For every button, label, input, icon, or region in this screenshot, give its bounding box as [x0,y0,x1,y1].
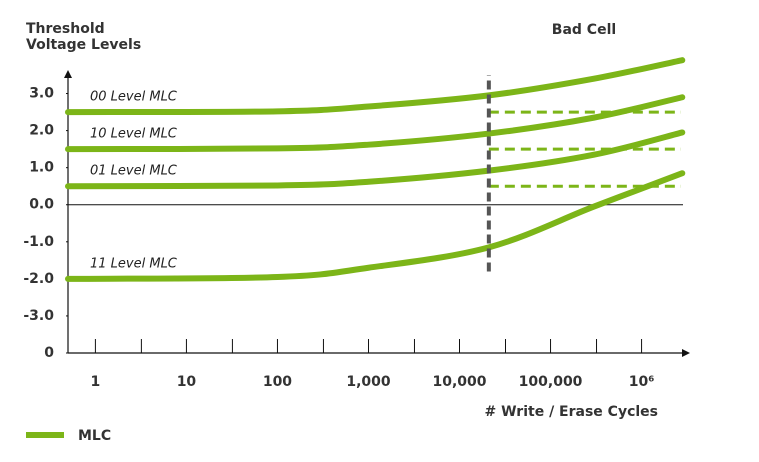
y-axis-label: Voltage Levels [26,37,141,53]
x-tick-label: 100,000 [519,374,583,390]
y-tick-label: 3.0 [29,86,54,102]
y-axis-arrow [64,70,72,78]
y-tick-label: -2.0 [23,271,54,287]
y-tick-label: 1.0 [29,160,54,176]
x-axis-label: # Write / Erase Cycles [485,404,659,420]
y-tick-label: 0 [44,345,54,361]
y-tick-label: 2.0 [29,123,54,139]
y-tick-label: 0.0 [29,197,54,213]
x-tick-label: 10,000 [432,374,486,390]
x-tick-label: 1 [91,374,101,390]
series-label: 00 Level MLC [90,90,178,105]
legend-label: MLC [78,428,111,444]
y-tick-label: -1.0 [23,234,54,250]
y-tick-label: -3.0 [23,308,54,324]
curve [65,170,686,282]
curve [65,94,686,153]
x-tick-label: 1,000 [346,374,391,390]
bad-cell-label: Bad Cell [552,22,616,38]
curve [65,129,686,190]
series-label: 10 Level MLC [90,127,178,142]
x-tick-label: 100 [263,374,292,390]
x-tick-label: 10 [177,374,197,390]
series-label: 01 Level MLC [90,164,178,179]
series-label: 11 Level MLC [90,256,178,271]
curve [65,57,686,116]
y-axis-label: Threshold [26,21,105,37]
x-axis-arrow [682,349,690,357]
x-tick-label: 10⁶ [629,374,655,390]
